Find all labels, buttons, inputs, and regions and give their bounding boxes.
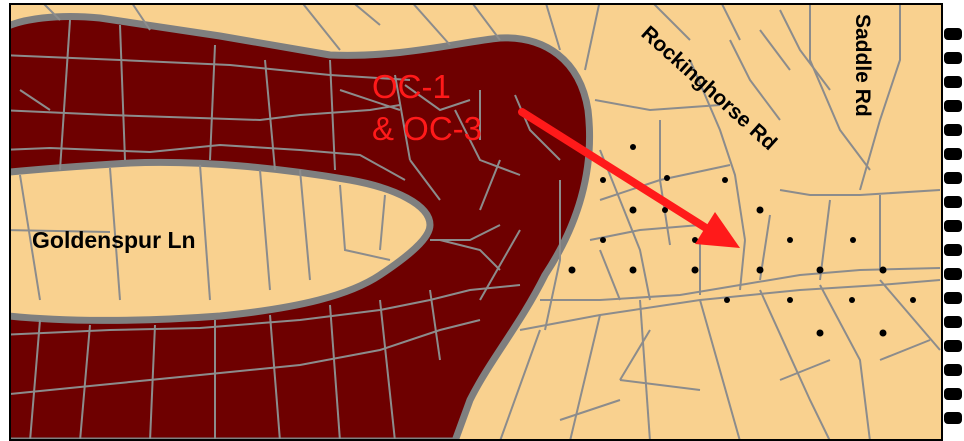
- parcel-dot: [600, 177, 606, 183]
- parcel-dot: [816, 266, 824, 274]
- parcel-dot: [879, 266, 887, 274]
- parcel-dot: [664, 175, 670, 181]
- parcel-dot: [756, 266, 764, 274]
- parcel-lines: [10, 4, 941, 441]
- parcel-dot: [787, 237, 793, 243]
- parcel-dot: [662, 207, 668, 213]
- parcel-dot: [629, 266, 637, 274]
- parcel-dot: [849, 297, 855, 303]
- parcel-dot: [692, 237, 698, 243]
- parcel-dot: [910, 297, 916, 303]
- parcel-dot: [691, 266, 699, 274]
- road-label-goldenspur: Goldenspur Ln: [32, 227, 196, 253]
- parcel-dot: [600, 237, 606, 243]
- parcel-dot: [724, 297, 730, 303]
- parcel-dot: [722, 177, 728, 183]
- parcel-dot: [850, 237, 856, 243]
- binder-strip: [944, 28, 962, 424]
- road-label-saddle: Saddle Rd: [851, 14, 874, 117]
- parcel-dot: [568, 266, 576, 274]
- parcel-dot: [879, 329, 887, 337]
- parcel-dot: [756, 206, 764, 214]
- map-frame: [9, 3, 943, 441]
- zone-label-line1: OC-1: [372, 68, 451, 105]
- red-arrow-icon: [518, 108, 740, 248]
- parcel-dot: [629, 206, 637, 214]
- parcel-dot: [816, 329, 824, 337]
- zone-label-line2: & OC-3: [372, 110, 482, 147]
- parcel-dot: [630, 144, 636, 150]
- parcel-dot: [787, 297, 793, 303]
- parcel-dots: [568, 144, 916, 337]
